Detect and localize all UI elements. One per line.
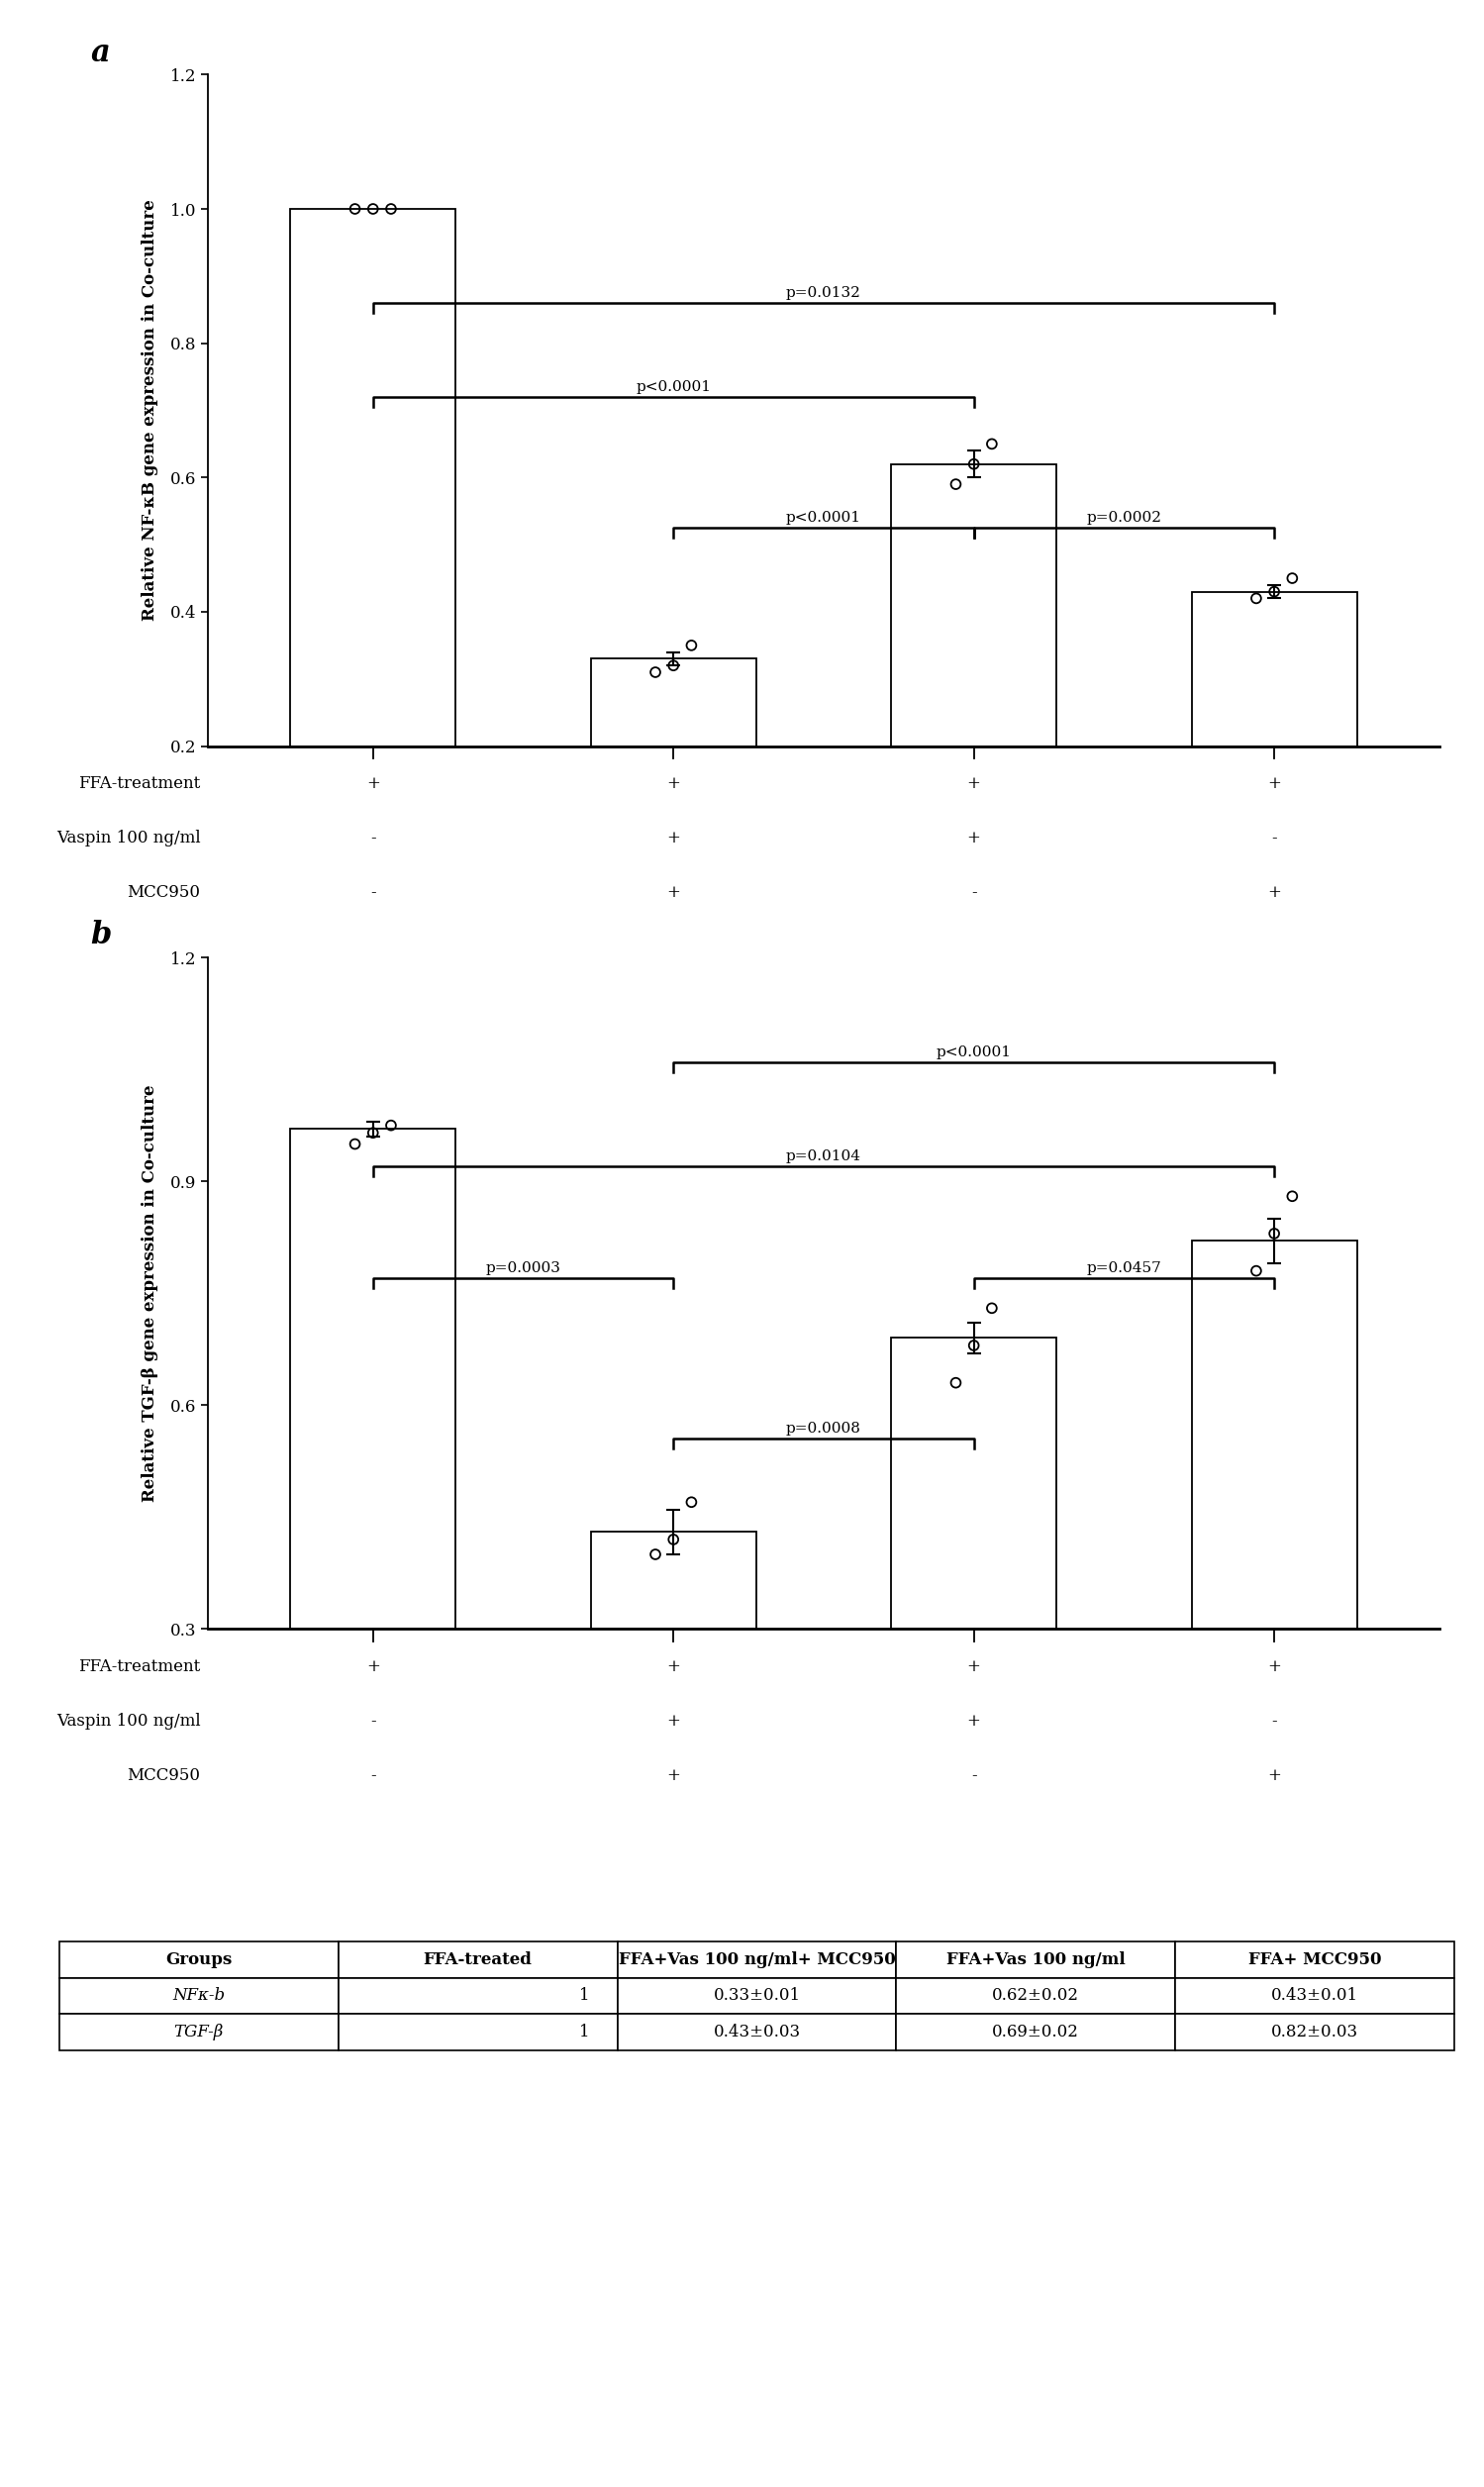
Point: [1245, 579, 1269, 619]
Text: Vaspin 100 ng/ml: Vaspin 100 ng/ml: [56, 1714, 200, 1728]
Point: [962, 445, 985, 485]
Point: [361, 1112, 384, 1151]
Text: p=0.0104: p=0.0104: [787, 1149, 861, 1164]
Text: +: +: [968, 831, 981, 846]
Point: [680, 624, 703, 664]
Text: -: -: [971, 1768, 976, 1783]
Bar: [291, 209, 456, 746]
Text: +: +: [968, 1659, 981, 1674]
Text: +: +: [666, 1768, 680, 1783]
Text: Vaspin 100 ng/ml: Vaspin 100 ng/ml: [56, 831, 200, 846]
Text: +: +: [1267, 1659, 1281, 1674]
Point: [962, 1326, 985, 1365]
Y-axis label: Relative NF-κB gene expression in Co-culture: Relative NF-κB gene expression in Co-cul…: [142, 199, 159, 622]
Text: p=0.0003: p=0.0003: [485, 1261, 561, 1276]
Text: -: -: [370, 831, 375, 846]
Point: [1263, 1214, 1287, 1253]
Point: [378, 189, 402, 229]
Text: +: +: [367, 776, 380, 791]
Text: p=0.0132: p=0.0132: [787, 286, 861, 301]
Point: [944, 465, 968, 505]
Text: -: -: [370, 885, 375, 900]
Point: [343, 189, 367, 229]
Point: [361, 189, 384, 229]
Text: -: -: [1272, 831, 1278, 846]
Bar: [892, 465, 1057, 746]
Point: [944, 1363, 968, 1403]
Text: +: +: [1267, 885, 1281, 900]
Point: [1281, 1176, 1304, 1216]
Point: [1245, 1251, 1269, 1291]
Bar: [1192, 592, 1356, 746]
Y-axis label: Relative TGF-β gene expression in Co-culture: Relative TGF-β gene expression in Co-cul…: [142, 1084, 159, 1502]
Text: +: +: [1267, 1768, 1281, 1783]
Text: p=0.0002: p=0.0002: [1086, 510, 1162, 525]
Point: [979, 423, 1003, 463]
Text: p=0.0457: p=0.0457: [1086, 1261, 1162, 1276]
Bar: [892, 1338, 1057, 1629]
Text: +: +: [666, 831, 680, 846]
Text: -: -: [971, 885, 976, 900]
Point: [662, 1520, 686, 1559]
Text: p=0.0008: p=0.0008: [787, 1423, 861, 1435]
Point: [979, 1288, 1003, 1328]
Text: -: -: [1272, 1714, 1278, 1728]
Point: [378, 1104, 402, 1144]
Text: a: a: [91, 37, 110, 67]
Point: [644, 652, 668, 691]
Point: [662, 647, 686, 686]
Text: +: +: [968, 776, 981, 791]
Text: FFA-treatment: FFA-treatment: [79, 776, 200, 791]
Text: -: -: [370, 1714, 375, 1728]
Point: [680, 1482, 703, 1522]
Text: +: +: [666, 776, 680, 791]
Text: MCC950: MCC950: [128, 1768, 200, 1783]
Text: +: +: [367, 1659, 380, 1674]
Bar: [1192, 1241, 1356, 1629]
Text: p<0.0001: p<0.0001: [936, 1045, 1012, 1059]
Text: p<0.0001: p<0.0001: [635, 381, 711, 393]
Text: -: -: [370, 1768, 375, 1783]
Text: +: +: [1267, 776, 1281, 791]
Bar: [591, 659, 755, 746]
Text: +: +: [666, 1659, 680, 1674]
Text: b: b: [91, 920, 111, 950]
Text: p<0.0001: p<0.0001: [787, 510, 861, 525]
Bar: [591, 1532, 755, 1629]
Point: [644, 1534, 668, 1574]
Point: [1281, 557, 1304, 597]
Point: [343, 1124, 367, 1164]
Text: +: +: [666, 885, 680, 900]
Bar: [291, 1129, 456, 1629]
Text: +: +: [968, 1714, 981, 1728]
Text: +: +: [666, 1714, 680, 1728]
Text: MCC950: MCC950: [128, 885, 200, 900]
Point: [1263, 572, 1287, 612]
Text: FFA-treatment: FFA-treatment: [79, 1659, 200, 1674]
